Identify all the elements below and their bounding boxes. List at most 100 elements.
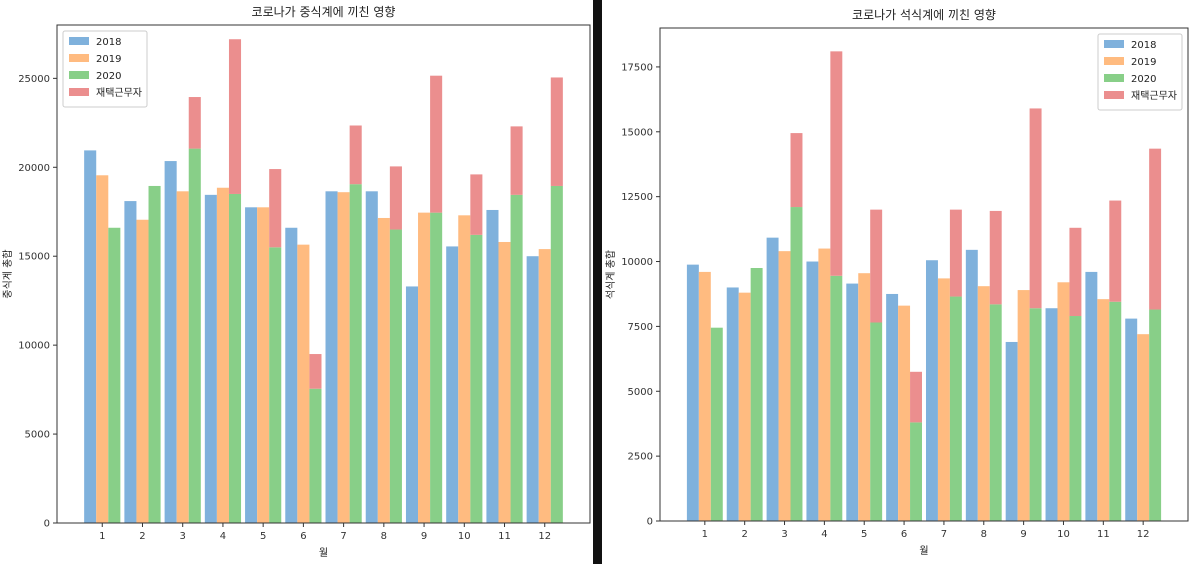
x-axis-label: 월 (319, 547, 328, 559)
dinner-chart: 코로나가 석식계에 끼친 영향0250050007500100001250015… (605, 8, 1189, 557)
bar-2018-10 (1045, 308, 1058, 521)
x-tick-label: 4 (821, 529, 827, 540)
bar-2020-5 (870, 322, 883, 521)
bar-2019-7 (937, 278, 950, 521)
bar-2019-8 (377, 217, 390, 523)
x-tick-label: 7 (941, 529, 947, 540)
bar-2020-6 (309, 388, 322, 523)
x-tick-label: 12 (1137, 529, 1150, 540)
bar-2019-1 (698, 271, 711, 521)
bar-재택근무자-6 (910, 371, 922, 423)
x-tick-label: 2 (741, 529, 747, 540)
x-tick-label: 5 (861, 529, 867, 540)
legend-swatch-2020 (69, 71, 89, 79)
bar-2018-3 (766, 237, 779, 521)
x-tick-label: 2 (139, 531, 145, 542)
bar-재택근무자-5 (870, 209, 883, 323)
bar-2020-8 (989, 304, 1002, 521)
bar-2020-3 (188, 148, 201, 524)
bar-2018-12 (526, 256, 539, 523)
bar-재택근무자-10 (1069, 227, 1082, 317)
bar-2018-8 (965, 249, 978, 521)
bar-2019-2 (136, 219, 149, 523)
bar-2019-4 (216, 187, 229, 524)
x-tick-label: 10 (1057, 529, 1070, 540)
bar-2020-9 (1029, 308, 1042, 521)
bar-2019-11 (498, 241, 511, 524)
bar-2019-11 (1097, 299, 1110, 521)
y-tick-label: 12500 (621, 192, 653, 203)
y-tick-label: 0 (44, 519, 50, 530)
bar-2018-6 (886, 293, 899, 521)
bar-2020-3 (790, 207, 803, 522)
bar-2020-12 (550, 185, 563, 523)
x-tick-label: 1 (99, 531, 105, 542)
bar-2018-9 (405, 286, 419, 523)
x-tick-label: 4 (220, 531, 226, 542)
legend-label: 재택근무자 (1131, 90, 1177, 102)
chart-title: 코로나가 중식계에 끼친 영향 (252, 5, 396, 19)
bar-2018-11 (1085, 271, 1098, 521)
bar-2019-5 (858, 273, 871, 521)
bar-2019-2 (738, 292, 751, 521)
bar-재택근무자-4 (228, 39, 242, 194)
bar-2020-7 (949, 296, 962, 521)
legend-swatch-2020 (1104, 74, 1124, 82)
bar-2018-4 (806, 261, 819, 521)
y-tick-label: 10000 (621, 257, 653, 268)
bar-재택근무자-7 (949, 209, 962, 297)
bar-2019-9 (1017, 290, 1030, 521)
y-tick-label: 2500 (628, 452, 653, 463)
x-tick-label: 11 (1097, 529, 1110, 540)
bar-2019-9 (418, 212, 431, 523)
legend-swatch-2019 (1104, 57, 1124, 65)
y-axis-label: 석식계 총합 (605, 250, 617, 299)
bar-재택근무자-11 (1109, 200, 1122, 302)
bar-2019-6 (898, 305, 911, 521)
bar-2018-2 (726, 287, 739, 521)
bar-2018-8 (365, 191, 378, 524)
y-tick-label: 25000 (18, 74, 50, 85)
legend-label: 2020 (1131, 74, 1156, 85)
bar-2018-9 (1005, 341, 1018, 521)
chart-title: 코로나가 석식계에 끼친 영향 (852, 8, 996, 22)
x-tick-label: 1 (702, 529, 708, 540)
plot-frame (56, 24, 591, 524)
legend-swatch-2018 (69, 37, 89, 45)
bar-2020-10 (470, 234, 483, 523)
bar-2019-7 (337, 192, 350, 523)
bar-2019-10 (1057, 282, 1070, 521)
bar-재택근무자-3 (188, 97, 201, 149)
bar-2020-1 (108, 227, 121, 523)
bar-재택근무자-12 (550, 77, 563, 186)
plot-frame (659, 27, 1189, 522)
bar-2020-1 (710, 327, 723, 521)
x-tick-label: 8 (381, 531, 387, 542)
legend-swatch-2018 (1104, 40, 1124, 48)
bar-재택근무자-8 (389, 166, 402, 230)
bar-2018-7 (325, 191, 338, 524)
x-tick-label: 6 (901, 529, 907, 540)
legend-label: 2018 (96, 37, 121, 48)
bar-재택근무자-4 (830, 51, 843, 276)
x-tick-label: 3 (180, 531, 186, 542)
legend-swatch-재택근무자 (1104, 91, 1124, 99)
bar-2019-3 (176, 191, 189, 524)
bar-2019-4 (818, 248, 831, 522)
x-axis-label: 월 (919, 545, 928, 557)
bar-재택근무자-12 (1149, 148, 1162, 310)
bar-2018-12 (1125, 318, 1138, 521)
bar-2020-12 (1149, 309, 1162, 521)
x-tick-label: 12 (538, 531, 551, 542)
bar-2018-5 (245, 207, 258, 524)
bar-재택근무자-8 (989, 210, 1002, 305)
bar-2019-5 (257, 207, 270, 524)
x-tick-label: 10 (458, 531, 471, 542)
bar-2018-5 (846, 283, 859, 521)
y-tick-label: 17500 (621, 62, 653, 73)
bar-2020-10 (1069, 316, 1082, 521)
bar-재택근무자-11 (510, 126, 523, 195)
bar-재택근무자-6 (309, 354, 322, 389)
bar-재택근무자-9 (1029, 108, 1042, 309)
bar-2020-11 (510, 194, 523, 523)
